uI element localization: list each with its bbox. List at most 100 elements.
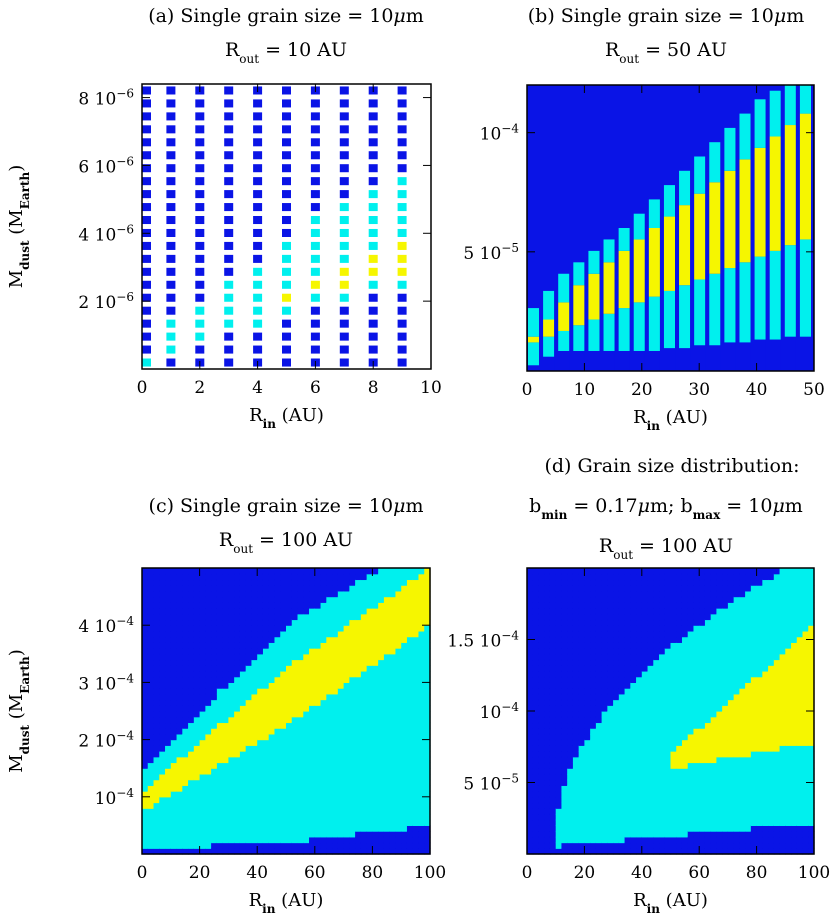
heatmap-cell [527, 585, 534, 592]
heatmap-cell [401, 573, 408, 581]
heatmap-cell [676, 636, 683, 643]
heatmap-cell [320, 848, 327, 855]
heatmap-cell [366, 842, 373, 849]
heatmap-cell [153, 791, 160, 798]
grid-cell [339, 112, 349, 121]
heatmap-cell [549, 699, 557, 706]
heatmap-cell [739, 751, 746, 758]
heatmap-cell [584, 636, 591, 643]
heatmap-cell [297, 733, 304, 741]
heatmap-cell [624, 791, 631, 798]
heatmap-cell [280, 636, 287, 643]
heatmap-cell [337, 825, 345, 832]
heatmap-cell [274, 831, 281, 838]
heatmap-cell [664, 699, 672, 706]
heatmap-cell [239, 619, 247, 626]
heatmap-cell [142, 625, 149, 632]
heatmap-cell [676, 642, 683, 649]
heatmap-cell [578, 642, 585, 649]
heatmap-cell [418, 819, 425, 826]
heatmap-cell [607, 842, 614, 849]
heatmap-cell [630, 670, 637, 678]
heatmap-cell [647, 648, 654, 655]
heatmap-cell [257, 590, 264, 598]
heatmap-cell [664, 670, 672, 678]
heatmap-cell [727, 665, 735, 672]
heatmap-cell [745, 722, 752, 729]
heatmap-cell [532, 722, 540, 729]
heatmap-cell [211, 716, 218, 724]
y-tick-coef: 8 [78, 90, 94, 110]
heatmap-cell [647, 636, 654, 643]
heatmap-cell [199, 813, 206, 821]
heatmap-cell [653, 665, 660, 672]
heatmap-cell [303, 585, 310, 592]
heatmap-cell [704, 682, 712, 689]
heatmap-cell [532, 613, 540, 621]
grid-cell [166, 254, 176, 263]
heatmap-cell [549, 848, 557, 855]
heatmap-cell [170, 813, 178, 821]
heatmap-cell [538, 762, 545, 769]
heatmap-cell [710, 699, 718, 706]
heatmap-cell [239, 808, 247, 815]
heatmap-cell [572, 716, 580, 724]
heatmap-cell [349, 602, 356, 609]
y-tick-label: 6 10−6 [78, 154, 134, 177]
heatmap-cell [303, 779, 310, 786]
heatmap-cell [745, 642, 752, 649]
grid-cell [282, 190, 291, 199]
heatmap-cell [395, 751, 402, 758]
heatmap-cell [538, 842, 545, 849]
heatmap-cell [412, 716, 420, 724]
heatmap-cell [739, 613, 746, 621]
heatmap-cell [251, 676, 258, 683]
heatmap-cell [699, 728, 706, 735]
heatmap-cell [733, 739, 740, 746]
heatmap-cell [165, 785, 172, 792]
heatmap-cell [337, 579, 345, 586]
heatmap-cell [291, 602, 299, 609]
heatmap-cell [630, 590, 637, 598]
heatmap-cell [165, 751, 172, 758]
heatmap-cell [142, 808, 149, 815]
heatmap-cell [607, 619, 614, 626]
heatmap-cell [572, 842, 580, 849]
heatmap-cell [159, 802, 166, 809]
heatmap-cell [641, 762, 649, 769]
grid-cell [397, 358, 407, 367]
heatmap-cell [274, 693, 281, 701]
heatmap-cell [320, 642, 327, 649]
heatmap-cell [704, 705, 712, 712]
heatmap-cell [395, 676, 402, 683]
heatmap-cell [245, 608, 253, 615]
heatmap-cell [309, 802, 316, 809]
y-tick-base: 10 [480, 244, 502, 264]
heatmap-cell [147, 791, 155, 798]
heatmap-cell [314, 773, 322, 781]
y-tick-base: 10 [95, 674, 117, 694]
title2-rest: = 10 AU [259, 39, 347, 61]
heatmap-cell [687, 768, 695, 775]
heatmap-cell [664, 682, 672, 689]
heatmap-cell [205, 762, 212, 769]
heatmap-cell [676, 608, 683, 615]
heatmap-cell [745, 688, 752, 695]
heatmap-cell [538, 796, 545, 804]
heatmap-cell [176, 568, 183, 575]
heatmap-cell [245, 802, 253, 809]
grid-cell [339, 293, 349, 302]
heatmap-cell [147, 596, 155, 603]
grid-cell [282, 86, 291, 95]
heatmap-cell [641, 619, 649, 626]
heatmap-cell [601, 768, 608, 775]
heatmap-cell [257, 682, 264, 689]
heatmap-cell [355, 848, 362, 855]
heatmap-cell [722, 579, 729, 586]
heatmap-cell [567, 653, 574, 661]
heatmap-cell [681, 762, 689, 769]
heatmap-cell [268, 791, 276, 798]
heatmap-cell [170, 699, 178, 706]
heatmap-cell [395, 733, 402, 741]
heatmap-cell [257, 739, 264, 746]
